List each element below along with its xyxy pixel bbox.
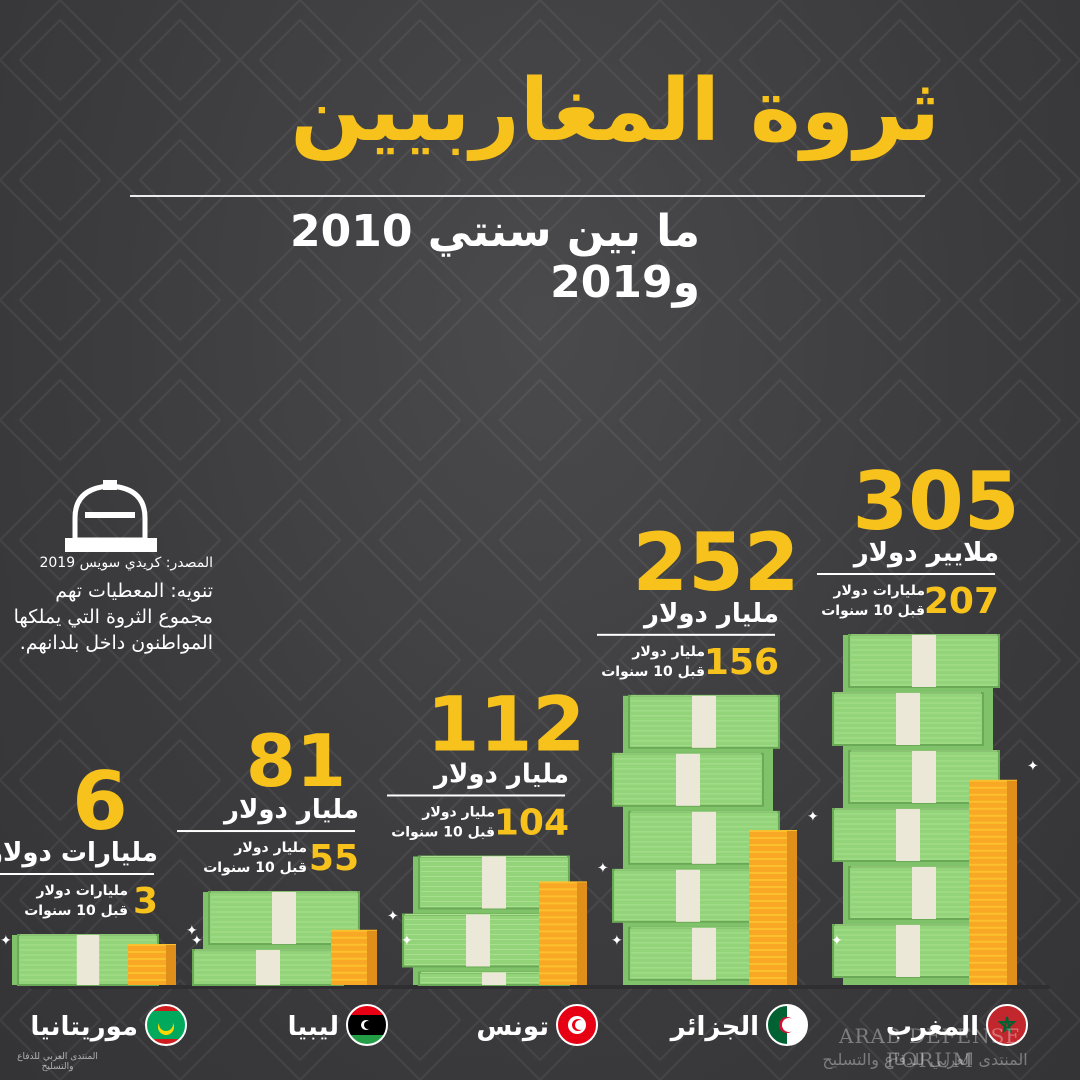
unit-divider bbox=[387, 794, 565, 797]
prior-period-label: قبل 10 سنوات bbox=[24, 903, 128, 919]
bill-band bbox=[676, 753, 700, 806]
sparkle-icon: ✦ bbox=[597, 860, 609, 876]
prior-unit-label: مليارات دولار bbox=[832, 583, 925, 599]
bill-band bbox=[256, 950, 280, 985]
bill-band bbox=[466, 914, 490, 967]
notes-panel: المصدر: كريدي سويس 2019 تنويه: المعطيات … bbox=[8, 555, 213, 656]
disclaimer-note: تنويه: المعطيات تهم مجموع الثروة التي يم… bbox=[13, 580, 213, 654]
sparkle-icon: ✦ bbox=[401, 933, 413, 949]
bill-band bbox=[896, 693, 920, 745]
unit-divider bbox=[0, 873, 154, 875]
bar-0: ✦ ✦ 3 مليارات دولار قبل 10 سنوات مليارات دولا… bbox=[0, 755, 198, 1046]
country-label: المغرب bbox=[886, 1012, 979, 1042]
value-label: 6 bbox=[72, 755, 128, 848]
value-label: 305 bbox=[853, 455, 1020, 548]
bill-band bbox=[692, 927, 716, 980]
page-subtitle: ما بين سنتي 2010 و2019 bbox=[290, 206, 700, 308]
bill-band bbox=[912, 751, 936, 803]
unit-divider bbox=[817, 573, 995, 575]
prior-unit-label: مليار دولار bbox=[233, 840, 307, 856]
page-title: ثروة المغاربيين bbox=[290, 61, 940, 161]
prior-value-label: 207 bbox=[924, 581, 999, 622]
bill-band bbox=[692, 695, 716, 748]
bill-band bbox=[272, 892, 296, 945]
bill-band bbox=[482, 856, 506, 909]
value-label: 252 bbox=[633, 516, 800, 609]
prior-value-label: 104 bbox=[494, 802, 569, 843]
country-label: ليبيا bbox=[288, 1012, 339, 1042]
sparkle-icon: ✦ bbox=[191, 933, 203, 949]
prior-period-label: قبل 10 سنوات bbox=[203, 860, 307, 876]
sparkle-icon: ✦ bbox=[807, 809, 819, 825]
value-label: 112 bbox=[427, 679, 586, 768]
ground-line bbox=[30, 985, 1050, 989]
bill-band bbox=[896, 809, 920, 861]
bill-band bbox=[912, 867, 936, 919]
bill-band bbox=[76, 935, 100, 985]
value-unit-label: ملايير دولار bbox=[852, 538, 999, 568]
watermark-arabic: المنتدى العربي للدفاع والتسليح bbox=[822, 1050, 1028, 1069]
prior-period-label: قبل 10 سنوات bbox=[601, 664, 705, 680]
title-divider bbox=[130, 195, 925, 197]
aswat-logo-icon bbox=[65, 480, 157, 552]
prior-unit-label: مليار دولار bbox=[421, 804, 495, 820]
bill-band bbox=[912, 635, 936, 687]
unit-divider bbox=[597, 633, 775, 636]
coin-shade bbox=[367, 930, 377, 985]
coin-shade bbox=[577, 882, 587, 985]
unit-divider bbox=[177, 830, 355, 833]
tunisia-flag-icon bbox=[556, 1004, 598, 1046]
prior-unit-label: مليار دولار bbox=[631, 644, 705, 660]
bill-band bbox=[482, 972, 506, 985]
algeria-flag-icon bbox=[766, 1004, 808, 1046]
sparkle-icon: ✦ bbox=[611, 933, 623, 949]
value-label: 81 bbox=[246, 719, 346, 803]
morocco-flag-icon bbox=[986, 1004, 1028, 1046]
coin-shade bbox=[787, 831, 797, 985]
value-unit-label: مليار دولار bbox=[432, 759, 569, 789]
country-label: تونس bbox=[476, 1012, 549, 1042]
coin-stack bbox=[749, 830, 797, 985]
prior-period-label: قبل 10 سنوات bbox=[821, 603, 925, 619]
bill-band bbox=[896, 925, 920, 977]
coin-stack bbox=[128, 944, 176, 985]
sparkle-icon: ✦ bbox=[186, 923, 198, 939]
prior-value-label: 156 bbox=[704, 642, 779, 683]
coin-shade bbox=[166, 945, 176, 985]
prior-value-label: 55 bbox=[309, 838, 359, 879]
sparkle-icon: ✦ bbox=[1027, 759, 1039, 775]
value-unit-label: مليارات دولار bbox=[0, 838, 158, 868]
watermark-small: المنتدى العربي للدفاع والتسليح bbox=[17, 1052, 98, 1072]
coin-stack bbox=[331, 929, 377, 985]
prior-unit-label: مليارات دولار bbox=[35, 883, 128, 899]
coin-stack bbox=[539, 881, 587, 985]
bill-band bbox=[692, 811, 716, 864]
coin-shade bbox=[1007, 780, 1017, 985]
prior-value-label: 3 bbox=[133, 881, 158, 922]
mauritania-flag-icon bbox=[145, 1004, 187, 1046]
value-unit-label: مليار دولار bbox=[642, 599, 779, 629]
value-unit-label: مليار دولار bbox=[222, 795, 359, 825]
watermark-latin: ARAB DEFENSE FORUM bbox=[839, 1024, 1021, 1072]
coin-stack bbox=[969, 779, 1017, 985]
source-note: المصدر: كريدي سويس 2019 bbox=[39, 555, 213, 571]
country-label: موريتانيا bbox=[30, 1012, 138, 1042]
country-label: الجزائر bbox=[669, 1012, 759, 1042]
libya-flag-icon bbox=[346, 1004, 388, 1046]
bill-band bbox=[676, 869, 700, 922]
sparkle-icon: ✦ bbox=[387, 909, 399, 925]
sparkle-icon: ✦ bbox=[831, 933, 843, 949]
prior-period-label: قبل 10 سنوات bbox=[391, 824, 495, 840]
sparkle-icon: ✦ bbox=[0, 933, 12, 949]
